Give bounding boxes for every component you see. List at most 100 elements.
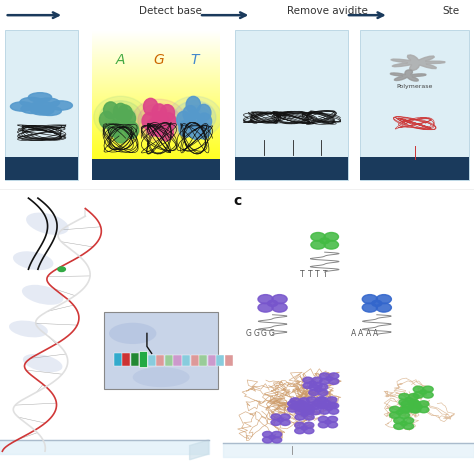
Circle shape [403,418,414,424]
Bar [173,355,182,365]
Circle shape [400,421,407,426]
Text: G: G [246,329,252,337]
Circle shape [396,410,403,414]
Circle shape [319,422,328,428]
Bar [139,353,147,365]
Ellipse shape [185,109,204,125]
Ellipse shape [9,320,48,337]
Circle shape [407,405,414,409]
Text: G: G [154,53,164,67]
Circle shape [103,102,118,118]
Circle shape [409,393,419,400]
Circle shape [146,119,161,136]
Circle shape [313,401,319,404]
Circle shape [304,409,314,415]
Circle shape [304,428,314,434]
Circle shape [324,233,338,241]
Ellipse shape [13,251,54,270]
Circle shape [197,104,211,121]
Circle shape [413,386,424,392]
Circle shape [319,403,329,409]
Bar [156,355,164,365]
Circle shape [303,377,313,383]
Ellipse shape [133,367,190,387]
Circle shape [328,422,337,428]
Circle shape [319,373,329,379]
Ellipse shape [180,105,210,129]
Circle shape [277,418,284,422]
Circle shape [376,303,392,312]
Circle shape [263,431,273,438]
Circle shape [113,112,128,128]
Circle shape [290,398,300,404]
Circle shape [295,409,305,415]
Circle shape [401,407,411,413]
Circle shape [420,390,427,394]
Circle shape [419,401,429,407]
Circle shape [327,402,337,408]
Circle shape [329,403,339,409]
Circle shape [294,404,301,409]
Circle shape [326,377,333,381]
Text: c: c [233,194,241,208]
Circle shape [297,401,307,407]
Circle shape [301,403,311,409]
Circle shape [325,420,331,424]
Bar [5,30,78,180]
Circle shape [310,403,320,409]
Ellipse shape [168,96,222,138]
Circle shape [152,112,166,128]
Circle shape [394,418,404,424]
Ellipse shape [23,354,63,372]
Circle shape [324,401,331,404]
Text: T: T [300,271,305,279]
Bar [235,157,348,180]
Ellipse shape [138,104,180,137]
Text: A: A [350,329,356,337]
Circle shape [409,399,419,405]
Circle shape [36,98,59,107]
Ellipse shape [26,213,69,235]
Circle shape [318,384,328,390]
Text: G: G [261,329,267,337]
Circle shape [280,414,290,420]
Circle shape [405,397,412,401]
Circle shape [301,412,308,416]
Circle shape [159,124,173,141]
Circle shape [113,103,128,120]
Circle shape [318,397,328,403]
Circle shape [297,406,307,412]
Bar [235,30,348,180]
Circle shape [419,407,429,413]
Circle shape [196,122,211,139]
Circle shape [20,97,43,107]
Circle shape [308,407,314,411]
Text: A: A [373,329,379,337]
Circle shape [390,406,400,412]
Circle shape [311,233,325,241]
Circle shape [409,401,419,407]
Text: Polymerase: Polymerase [397,84,433,90]
Bar [114,353,122,365]
Circle shape [288,406,298,412]
Circle shape [303,383,313,389]
Bar [225,355,233,365]
Text: T: T [315,271,320,279]
Circle shape [49,101,73,110]
Circle shape [152,104,166,121]
Ellipse shape [132,99,186,141]
Circle shape [329,408,339,414]
Circle shape [410,407,421,413]
Circle shape [258,303,273,312]
Polygon shape [390,70,426,81]
Circle shape [410,401,421,407]
Circle shape [188,112,202,128]
Polygon shape [223,443,474,457]
Polygon shape [391,55,445,70]
Bar [139,351,147,367]
Circle shape [307,402,317,408]
Circle shape [319,408,329,414]
Circle shape [299,398,309,404]
Circle shape [399,399,409,405]
Circle shape [271,414,281,420]
